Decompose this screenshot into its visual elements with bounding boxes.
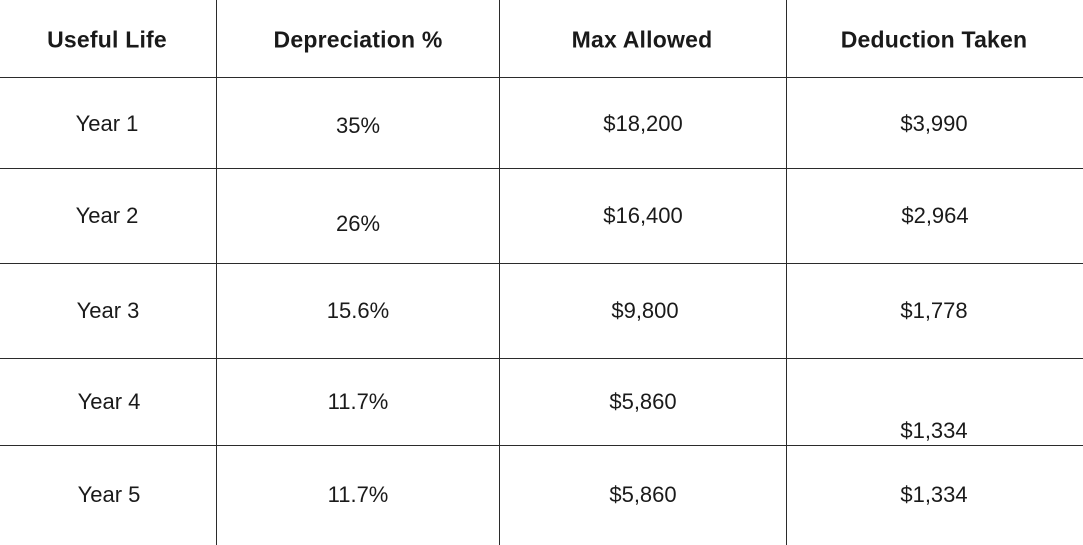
cell-depreciation-percent: 15.6% <box>326 298 390 323</box>
cell-deduction-taken: $3,990 <box>900 111 968 136</box>
cell-depreciation-percent: 11.7% <box>327 389 389 414</box>
cell-depreciation-percent: 35% <box>335 113 381 138</box>
cell-deduction-taken: $2,964 <box>901 203 969 228</box>
header-max-allowed: Max Allowed <box>571 26 713 53</box>
cell-useful-life: Year 1 <box>75 111 139 136</box>
cell-deduction-taken: $1,778 <box>900 298 968 323</box>
cell-depreciation-percent: 11.7% <box>327 482 389 507</box>
cell-depreciation-percent: 26% <box>335 211 381 236</box>
cell-max-allowed: $18,200 <box>603 111 683 136</box>
header-deduction-taken: Deduction Taken <box>840 26 1028 53</box>
cell-useful-life: Year 2 <box>75 203 139 228</box>
row-divider <box>0 77 1083 78</box>
cell-useful-life: Year 4 <box>77 389 141 414</box>
cell-deduction-taken: $1,334 <box>900 418 968 443</box>
header-useful-life: Useful Life <box>47 26 167 53</box>
column-divider <box>786 0 787 545</box>
row-divider <box>0 358 1083 359</box>
cell-deduction-taken: $1,334 <box>900 482 968 507</box>
column-divider <box>216 0 217 545</box>
row-divider <box>0 445 1083 446</box>
row-divider <box>0 263 1083 264</box>
column-divider <box>499 0 500 545</box>
cell-useful-life: Year 5 <box>77 482 141 507</box>
row-divider <box>0 168 1083 169</box>
header-depreciation-percent: Depreciation % <box>273 26 443 53</box>
cell-useful-life: Year 3 <box>76 298 140 323</box>
cell-max-allowed: $16,400 <box>603 203 683 228</box>
cell-max-allowed: $5,860 <box>609 389 677 414</box>
cell-max-allowed: $5,860 <box>609 482 677 507</box>
cell-max-allowed: $9,800 <box>611 298 679 323</box>
